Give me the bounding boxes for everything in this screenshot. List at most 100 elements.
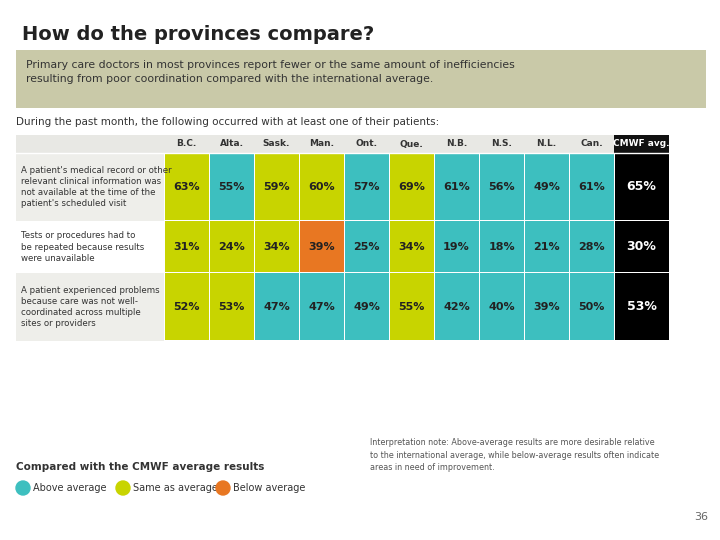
Text: 59%: 59% [264,182,290,192]
FancyBboxPatch shape [390,273,434,340]
Text: 31%: 31% [174,242,199,252]
Text: 19%: 19% [443,242,470,252]
Text: CMWF avg.: CMWF avg. [613,139,670,148]
Text: A patient experienced problems
because care was not well-
coordinated across mul: A patient experienced problems because c… [21,286,160,328]
Text: 60%: 60% [308,182,335,192]
Text: Below average: Below average [233,483,305,493]
FancyBboxPatch shape [345,153,389,220]
FancyBboxPatch shape [435,153,479,220]
Text: 69%: 69% [398,182,425,192]
FancyBboxPatch shape [254,135,299,153]
Text: N.L.: N.L. [536,139,557,148]
Text: 57%: 57% [354,182,379,192]
Text: Same as average: Same as average [133,483,218,493]
FancyBboxPatch shape [255,221,299,272]
Text: Interpretation note: Above-average results are more desirable relative
to the in: Interpretation note: Above-average resul… [370,438,659,472]
FancyBboxPatch shape [480,221,524,272]
FancyBboxPatch shape [16,153,164,221]
FancyBboxPatch shape [480,153,524,220]
Text: Sask.: Sask. [263,139,290,148]
Text: Alta.: Alta. [220,139,243,148]
FancyBboxPatch shape [210,273,254,340]
FancyBboxPatch shape [209,135,254,153]
Text: Primary care doctors in most provinces report fewer or the same amount of ineffi: Primary care doctors in most provinces r… [26,60,515,84]
Text: 55%: 55% [218,182,245,192]
FancyBboxPatch shape [16,273,164,341]
Circle shape [16,481,30,495]
Text: 47%: 47% [263,302,290,312]
Text: 52%: 52% [174,302,199,312]
FancyBboxPatch shape [165,221,209,272]
Text: Ont.: Ont. [356,139,377,148]
FancyBboxPatch shape [210,221,254,272]
Text: 56%: 56% [488,182,515,192]
FancyBboxPatch shape [615,221,669,272]
FancyBboxPatch shape [299,135,344,153]
Text: B.C.: B.C. [176,139,197,148]
Text: Above average: Above average [33,483,107,493]
Text: 50%: 50% [578,302,605,312]
FancyBboxPatch shape [345,273,389,340]
Text: Tests or procedures had to
be repeated because results
were unavailable: Tests or procedures had to be repeated b… [21,232,144,262]
FancyBboxPatch shape [16,135,164,153]
Text: 39%: 39% [534,302,560,312]
FancyBboxPatch shape [164,135,209,153]
FancyBboxPatch shape [435,221,479,272]
Text: 18%: 18% [488,242,515,252]
Text: 40%: 40% [488,302,515,312]
Text: Man.: Man. [309,139,334,148]
Text: 65%: 65% [626,180,657,193]
FancyBboxPatch shape [525,273,569,340]
Text: 24%: 24% [218,242,245,252]
Text: 39%: 39% [308,242,335,252]
Text: Que.: Que. [400,139,423,148]
FancyBboxPatch shape [16,221,164,273]
Text: 30%: 30% [626,240,657,253]
Text: A patient's medical record or other
relevant clinical information was
not availa: A patient's medical record or other rele… [21,166,171,208]
FancyBboxPatch shape [615,273,669,340]
FancyBboxPatch shape [435,273,479,340]
FancyBboxPatch shape [615,153,669,220]
FancyBboxPatch shape [165,153,209,220]
FancyBboxPatch shape [389,135,434,153]
Text: How do the provinces compare?: How do the provinces compare? [22,25,374,44]
Text: 47%: 47% [308,302,335,312]
FancyBboxPatch shape [434,135,479,153]
FancyBboxPatch shape [524,135,569,153]
Text: 61%: 61% [578,182,605,192]
Text: 55%: 55% [398,302,425,312]
Text: 25%: 25% [354,242,379,252]
Text: Compared with the CMWF average results: Compared with the CMWF average results [16,462,264,472]
FancyBboxPatch shape [300,153,344,220]
FancyBboxPatch shape [210,153,254,220]
Text: 28%: 28% [578,242,605,252]
FancyBboxPatch shape [614,135,669,153]
Circle shape [116,481,130,495]
Text: N.B.: N.B. [446,139,467,148]
Text: 49%: 49% [353,302,380,312]
Text: 21%: 21% [534,242,560,252]
FancyBboxPatch shape [255,153,299,220]
Text: 61%: 61% [443,182,470,192]
FancyBboxPatch shape [344,135,389,153]
FancyBboxPatch shape [525,153,569,220]
FancyBboxPatch shape [16,50,706,108]
Text: 36: 36 [694,512,708,522]
FancyBboxPatch shape [479,135,524,153]
FancyBboxPatch shape [390,221,434,272]
FancyBboxPatch shape [570,153,614,220]
Text: 49%: 49% [533,182,560,192]
Text: 42%: 42% [443,302,470,312]
FancyBboxPatch shape [300,221,344,272]
Text: N.S.: N.S. [491,139,512,148]
FancyBboxPatch shape [345,221,389,272]
FancyBboxPatch shape [569,135,614,153]
FancyBboxPatch shape [165,273,209,340]
FancyBboxPatch shape [525,221,569,272]
FancyBboxPatch shape [570,273,614,340]
Text: 53%: 53% [626,300,657,314]
Text: 63%: 63% [174,182,200,192]
FancyBboxPatch shape [255,273,299,340]
FancyBboxPatch shape [300,273,344,340]
FancyBboxPatch shape [480,273,524,340]
